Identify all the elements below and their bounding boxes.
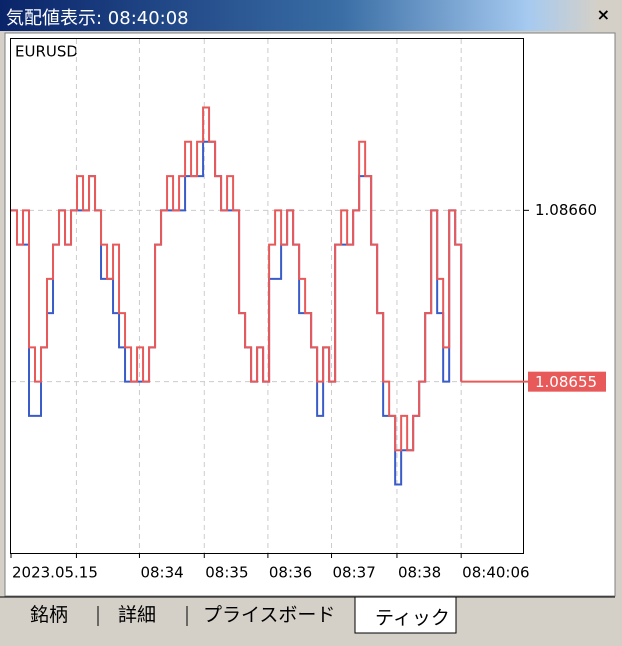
chart-panel xyxy=(4,32,616,597)
plot-frame xyxy=(10,38,524,554)
tab[interactable]: ティック xyxy=(375,607,450,629)
close-button[interactable]: × xyxy=(596,5,610,24)
x-tick-label: 08:37 xyxy=(333,564,376,582)
current-price-label: 1.08655 xyxy=(535,373,597,391)
active-tab-box xyxy=(354,596,457,634)
x-tick-label: 08:38 xyxy=(398,564,441,582)
x-tick-label: 08:34 xyxy=(140,564,183,582)
tab[interactable]: 銘柄 xyxy=(30,604,69,626)
window-title: 気配値表示: 08:40:08 xyxy=(6,8,189,29)
x-tick-label: 08:36 xyxy=(269,564,312,582)
y-tick-label: 1.08660 xyxy=(535,201,597,219)
x-tick-label: 08:40:06 xyxy=(462,564,529,582)
x-tick-label: 08:35 xyxy=(205,564,248,582)
tab[interactable]: プライスボード xyxy=(203,604,336,626)
symbol: EURUSD xyxy=(15,43,78,61)
tab[interactable]: 詳細 xyxy=(118,604,157,626)
x-tick-label: 2023.05.15 xyxy=(12,564,98,582)
current-price-box xyxy=(528,371,606,392)
title-bar: 気配値表示: 08:40:08 × xyxy=(0,0,622,31)
tick-line xyxy=(11,106,463,452)
